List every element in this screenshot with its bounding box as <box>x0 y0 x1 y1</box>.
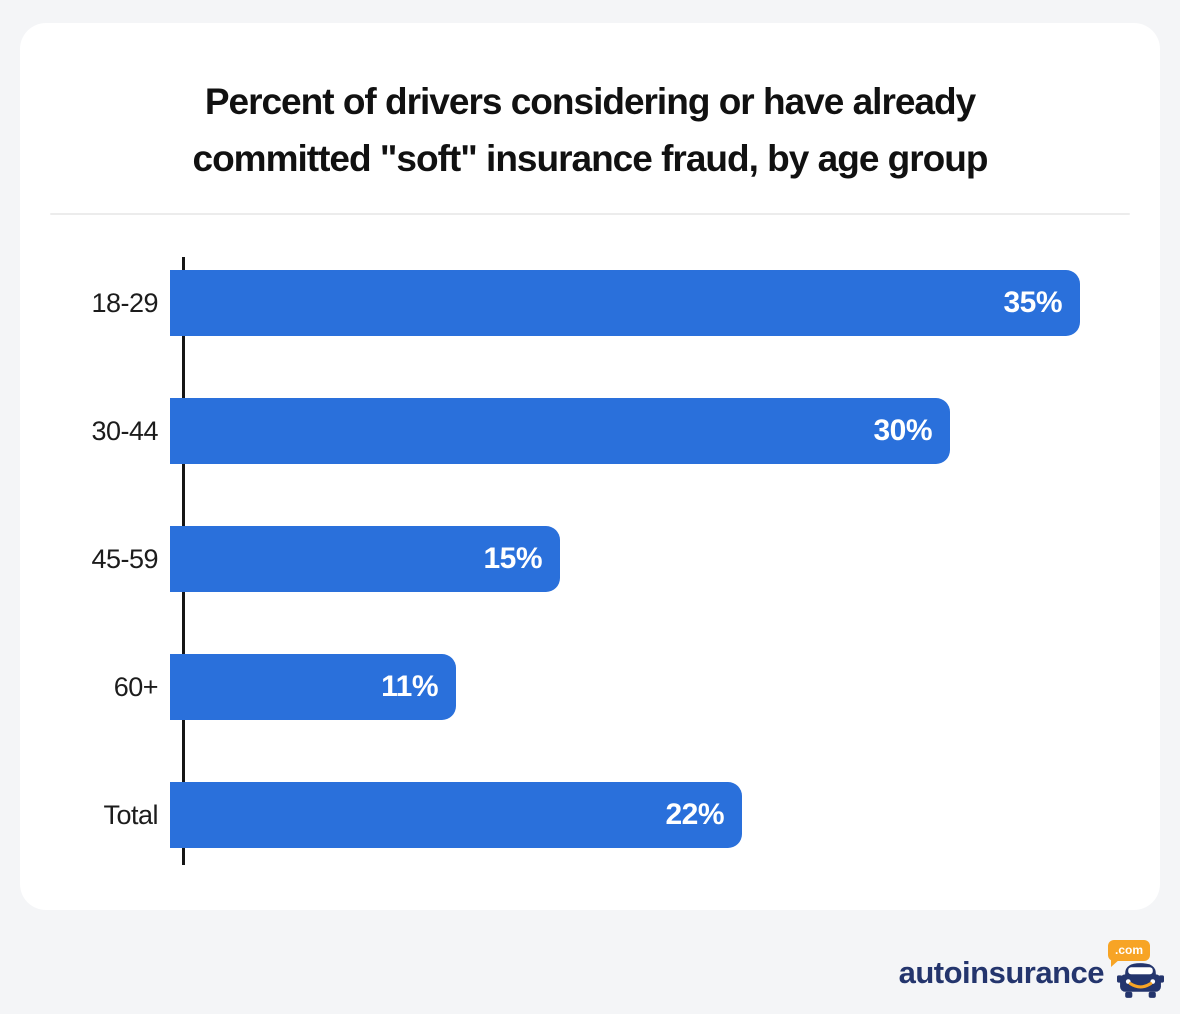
category-label: 18-29 <box>91 287 158 318</box>
value-label: 35% <box>1003 286 1062 319</box>
bar-chart: 18-29 35% 30-44 30% 45-59 15% 60+ 11% Total 22% <box>20 257 1160 865</box>
footer: autoinsurance .com <box>0 910 1180 998</box>
title-divider <box>50 213 1130 215</box>
car-icon <box>1117 963 1164 998</box>
chart-title: Percent of drivers considering or have a… <box>20 23 1160 187</box>
bar-track: 22% <box>170 782 1080 848</box>
bar: 11% <box>170 654 456 720</box>
dot-com-badge: .com <box>1108 940 1150 967</box>
category-label: 45-59 <box>91 543 158 574</box>
value-label: 22% <box>665 798 724 831</box>
bar-track: 35% <box>170 270 1080 336</box>
value-label: 11% <box>381 670 438 703</box>
chart-rows: 18-29 35% 30-44 30% 45-59 15% 60+ 11% Total 22% <box>20 270 1160 848</box>
chart-row: 45-59 15% <box>20 526 1160 592</box>
brand-logo: autoinsurance .com <box>899 940 1164 998</box>
bar-track: 15% <box>170 526 1080 592</box>
chart-card: Percent of drivers considering or have a… <box>20 23 1160 910</box>
bar: 15% <box>170 526 560 592</box>
category-label: 60+ <box>113 671 159 702</box>
category-label: Total <box>103 799 158 830</box>
bar-track: 30% <box>170 398 1080 464</box>
value-label: 15% <box>483 542 542 575</box>
bar: 22% <box>170 782 742 848</box>
bar-track: 11% <box>170 654 1080 720</box>
chart-row: 60+ 11% <box>20 654 1160 720</box>
brand-car-icon: .com <box>1108 940 1164 998</box>
bar: 30% <box>170 398 950 464</box>
bar: 35% <box>170 270 1080 336</box>
chart-title-line-1: Percent of drivers considering or have a… <box>204 81 976 122</box>
chart-title-line-2: committed "soft" insurance fraud, by age… <box>192 138 989 179</box>
value-label: 30% <box>873 414 932 447</box>
chart-row: Total 22% <box>20 782 1160 848</box>
category-label: 30-44 <box>91 415 158 446</box>
brand-name: autoinsurance <box>898 955 1105 990</box>
chart-row: 18-29 35% <box>20 270 1160 336</box>
chart-row: 30-44 30% <box>20 398 1160 464</box>
